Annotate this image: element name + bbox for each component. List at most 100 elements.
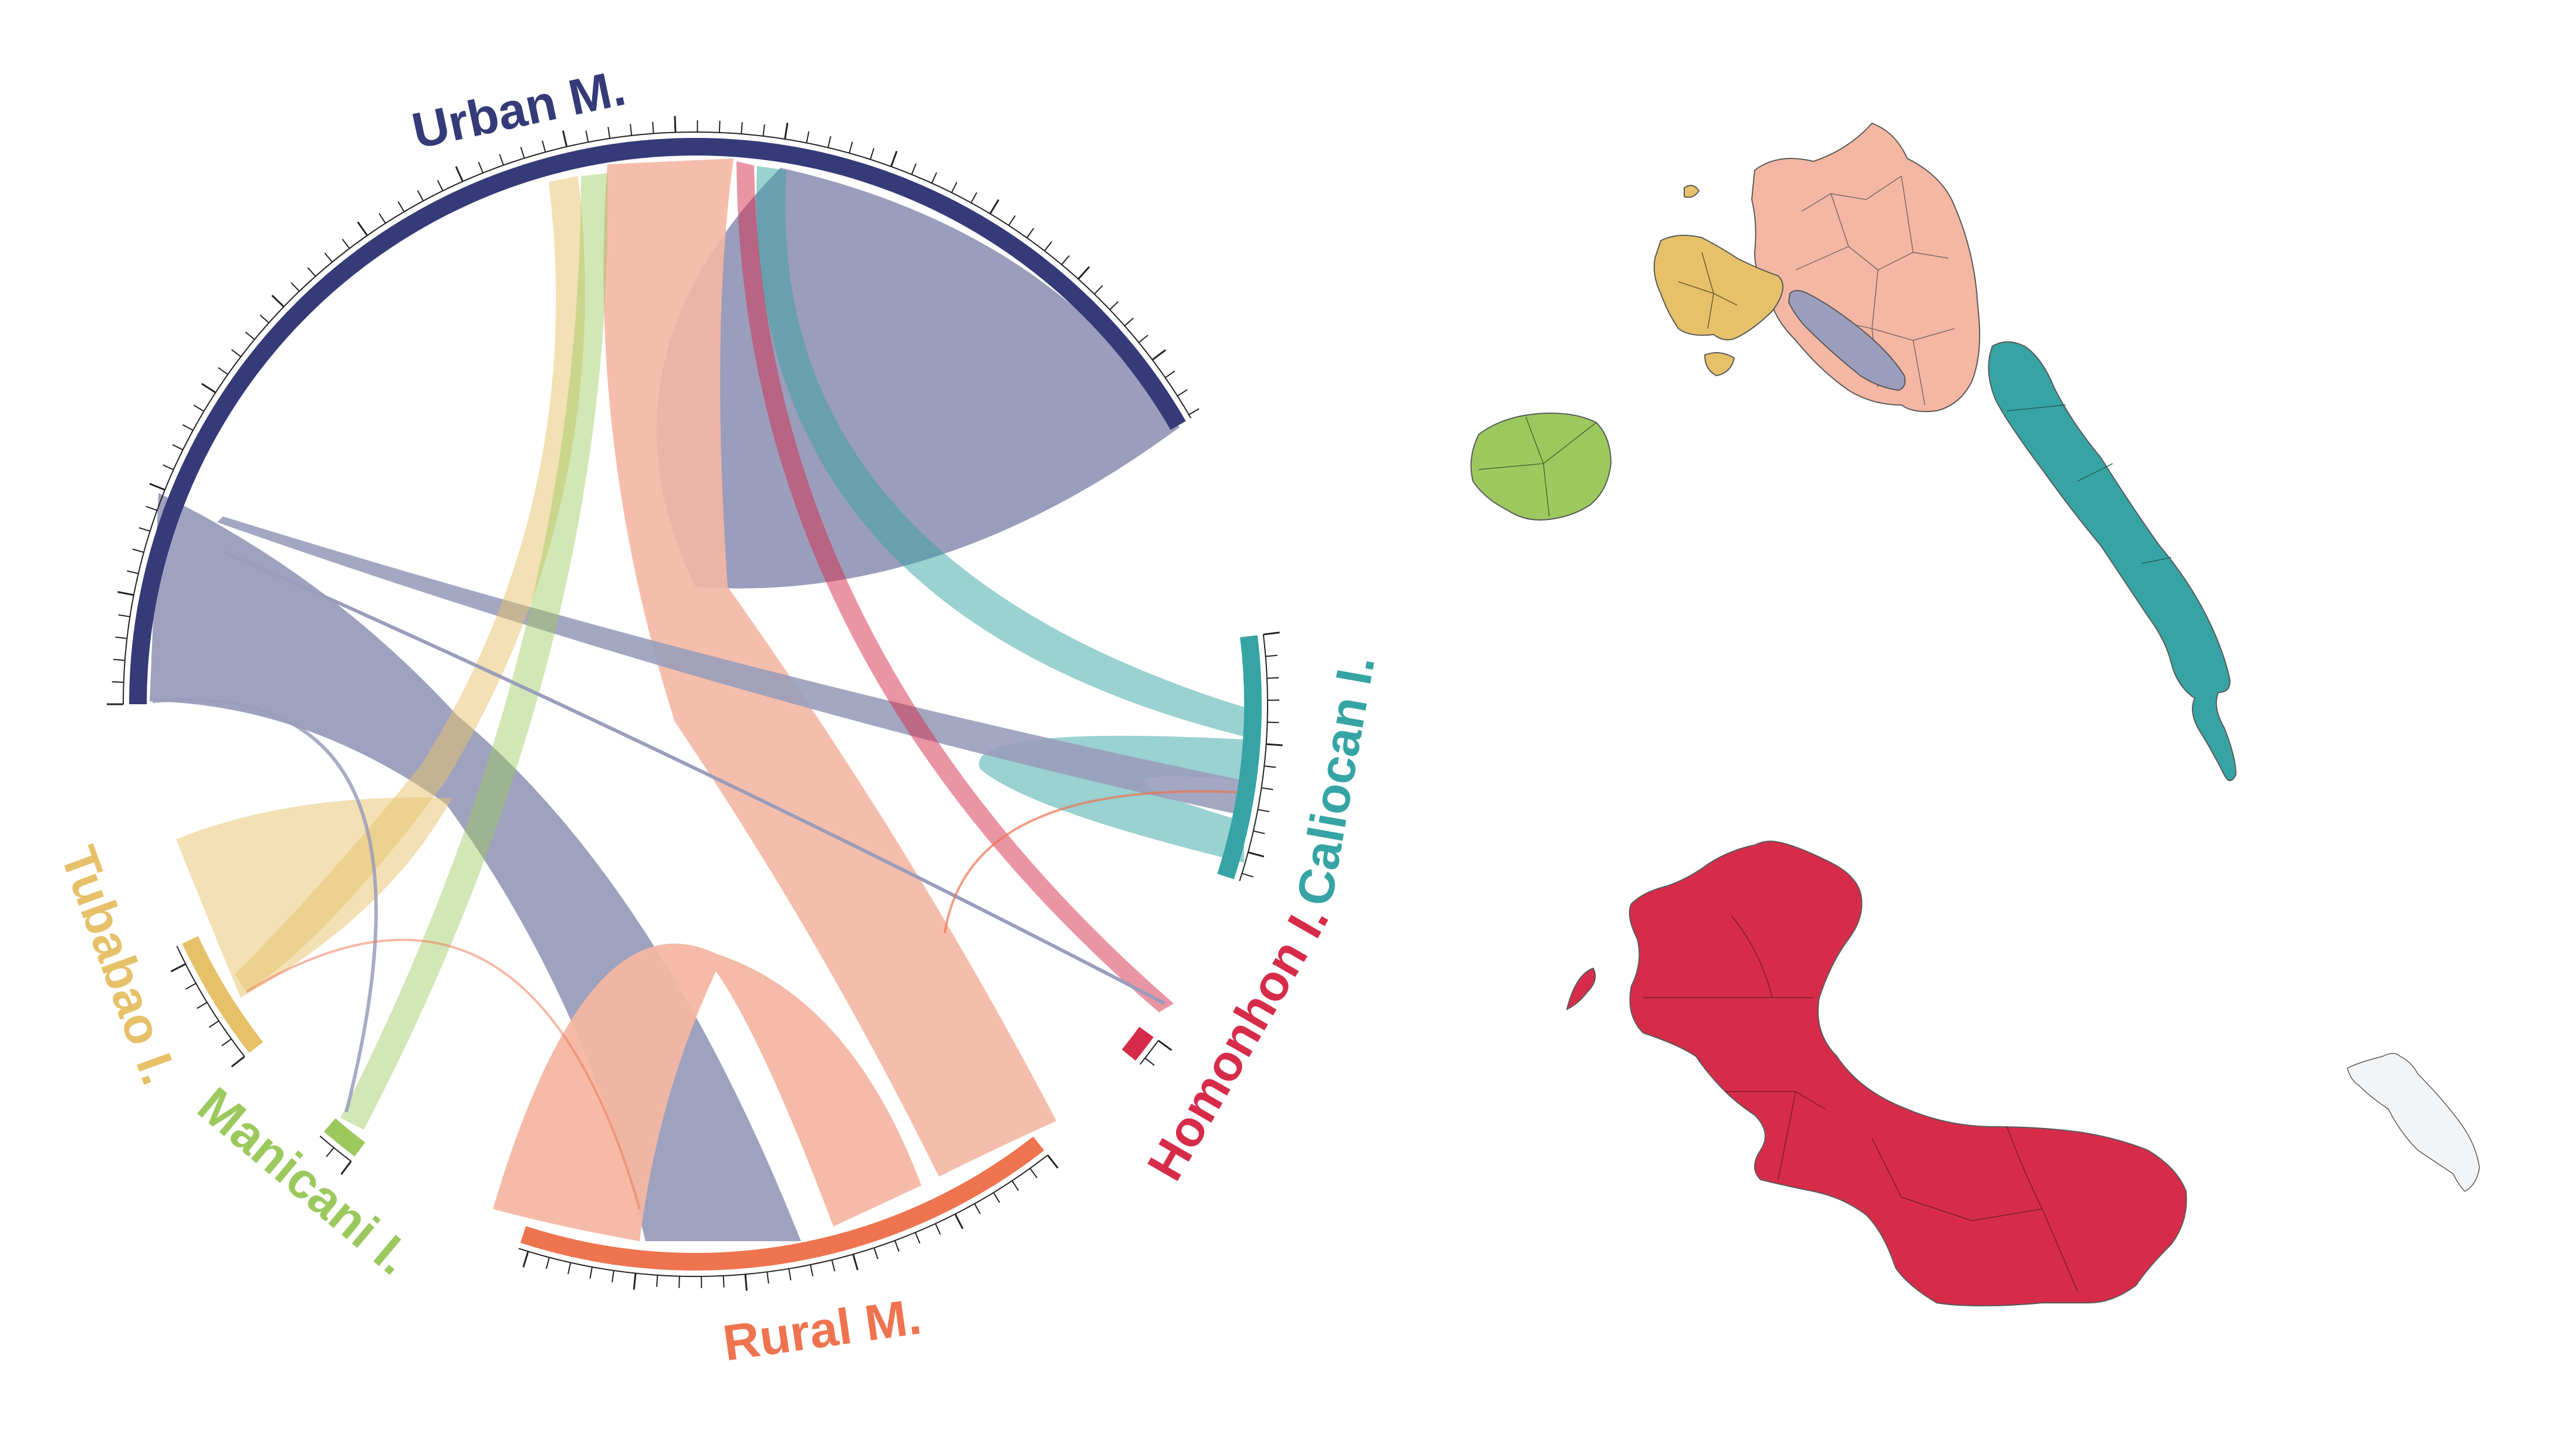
tick-caliocan	[1253, 830, 1265, 835]
tick-urban	[827, 136, 832, 148]
ribbon-manicani-rural	[245, 938, 641, 1210]
island-map	[1470, 123, 2480, 1306]
tick-urban	[806, 131, 810, 143]
tick-homonhon	[1157, 1039, 1173, 1051]
arc-homonhon	[1121, 1026, 1154, 1061]
tick-caliocan	[1266, 743, 1283, 746]
tick-rural	[852, 1254, 859, 1271]
map-borders-rural	[1795, 175, 1955, 406]
tick-baseline-caliocan	[1239, 634, 1268, 881]
tick-rural	[766, 1272, 769, 1284]
tick-tubabao	[231, 1056, 245, 1067]
ribbon-caliocan-urban	[756, 166, 1244, 737]
tick-rural	[954, 1214, 964, 1229]
tick-urban	[585, 130, 589, 143]
tick-rural	[914, 1232, 921, 1244]
map-region-tubabao-islet	[1704, 352, 1735, 376]
tick-urban	[499, 154, 504, 165]
tick-baseline-homonhon	[1139, 1040, 1159, 1065]
tick-urban	[218, 367, 228, 375]
tick-urban	[562, 130, 568, 147]
tick-urban	[1061, 255, 1070, 265]
tick-urban	[259, 315, 269, 323]
tick-urban	[357, 221, 368, 237]
tick-urban	[138, 527, 150, 532]
tick-urban	[870, 148, 875, 160]
label-manicani: Manicani I.	[187, 1077, 421, 1286]
tick-urban	[163, 464, 174, 471]
chord-arcs	[129, 138, 1262, 1271]
tick-rural	[935, 1223, 941, 1235]
tick-urban	[115, 636, 127, 639]
tick-urban	[193, 404, 205, 412]
tick-urban	[231, 349, 242, 357]
tick-urban	[417, 190, 424, 201]
tick-urban	[890, 150, 898, 167]
tick-urban	[1177, 389, 1188, 397]
tick-urban	[117, 591, 134, 596]
tick-rural	[545, 1257, 550, 1269]
ribbon-urban-manicani	[152, 698, 378, 1113]
tick-urban	[307, 267, 316, 277]
ribbon-urban-caliocan	[217, 516, 1244, 816]
tick-urban	[342, 238, 350, 249]
tick-urban	[290, 282, 300, 292]
tick-urban	[911, 163, 917, 175]
tick-urban	[1044, 241, 1052, 252]
tick-urban	[1138, 335, 1148, 343]
tick-rural	[788, 1268, 792, 1281]
ribbon-manicani-urban	[340, 173, 608, 1130]
tick-tubabao	[221, 1038, 232, 1046]
tick-manicani	[326, 1147, 335, 1157]
ribbon-rural-rural	[493, 943, 921, 1241]
tick-rural	[810, 1264, 814, 1276]
tick-caliocan	[1267, 721, 1279, 724]
tick-rural	[633, 1273, 637, 1290]
map-borders-caliocan	[2006, 404, 2172, 564]
tick-tubabao	[170, 963, 186, 972]
ribbon-urban-urban	[656, 168, 1180, 589]
map-region-caliocan-island	[1988, 341, 2236, 781]
tick-baseline-manicani	[319, 1136, 352, 1162]
label-homonhon: Homonhon I.	[1137, 894, 1340, 1190]
tick-urban	[127, 570, 138, 575]
tick-urban	[989, 199, 999, 215]
tick-urban	[149, 482, 165, 491]
arc-manicani	[323, 1118, 366, 1157]
label-tubabao: Tubabao I.	[50, 839, 188, 1092]
map-borders-tubabao	[1678, 252, 1738, 329]
tick-rural	[974, 1203, 981, 1215]
map-region-tubabao-islet-2	[1684, 185, 1700, 198]
tick-caliocan	[1258, 809, 1270, 813]
label-caliocan: Caliocan I.	[1286, 651, 1386, 910]
tick-urban	[132, 548, 144, 553]
map-region-manicani-island	[1470, 413, 1611, 521]
tick-rural	[522, 1251, 529, 1268]
tick-baseline-tubabao	[176, 945, 245, 1057]
tick-rural	[744, 1274, 748, 1291]
tick-urban	[455, 166, 464, 182]
tick-urban	[542, 140, 546, 153]
tick-homonhon	[1144, 1058, 1155, 1066]
tick-urban	[271, 295, 285, 308]
tick-urban	[1026, 228, 1035, 238]
tick-urban	[1165, 370, 1175, 379]
arc-tubabao	[182, 936, 263, 1053]
label-rural: Rural M.	[719, 1288, 924, 1371]
tick-rural	[1047, 1154, 1059, 1169]
tick-rural	[611, 1270, 614, 1282]
tick-urban	[245, 331, 255, 340]
tick-rural	[589, 1266, 593, 1279]
chord-ticks	[107, 116, 1283, 1291]
map-region-homonhon-island	[1629, 840, 2187, 1306]
map-borders-manicani	[1478, 416, 1597, 517]
tick-baseline-rural	[518, 1154, 1048, 1277]
chord-ribbons	[150, 158, 1244, 1241]
tick-urban	[1124, 317, 1134, 326]
tick-urban	[970, 192, 978, 204]
tick-urban	[182, 424, 194, 431]
tick-urban	[951, 181, 958, 193]
tick-rural	[831, 1259, 836, 1272]
arc-caliocan	[1217, 635, 1262, 880]
